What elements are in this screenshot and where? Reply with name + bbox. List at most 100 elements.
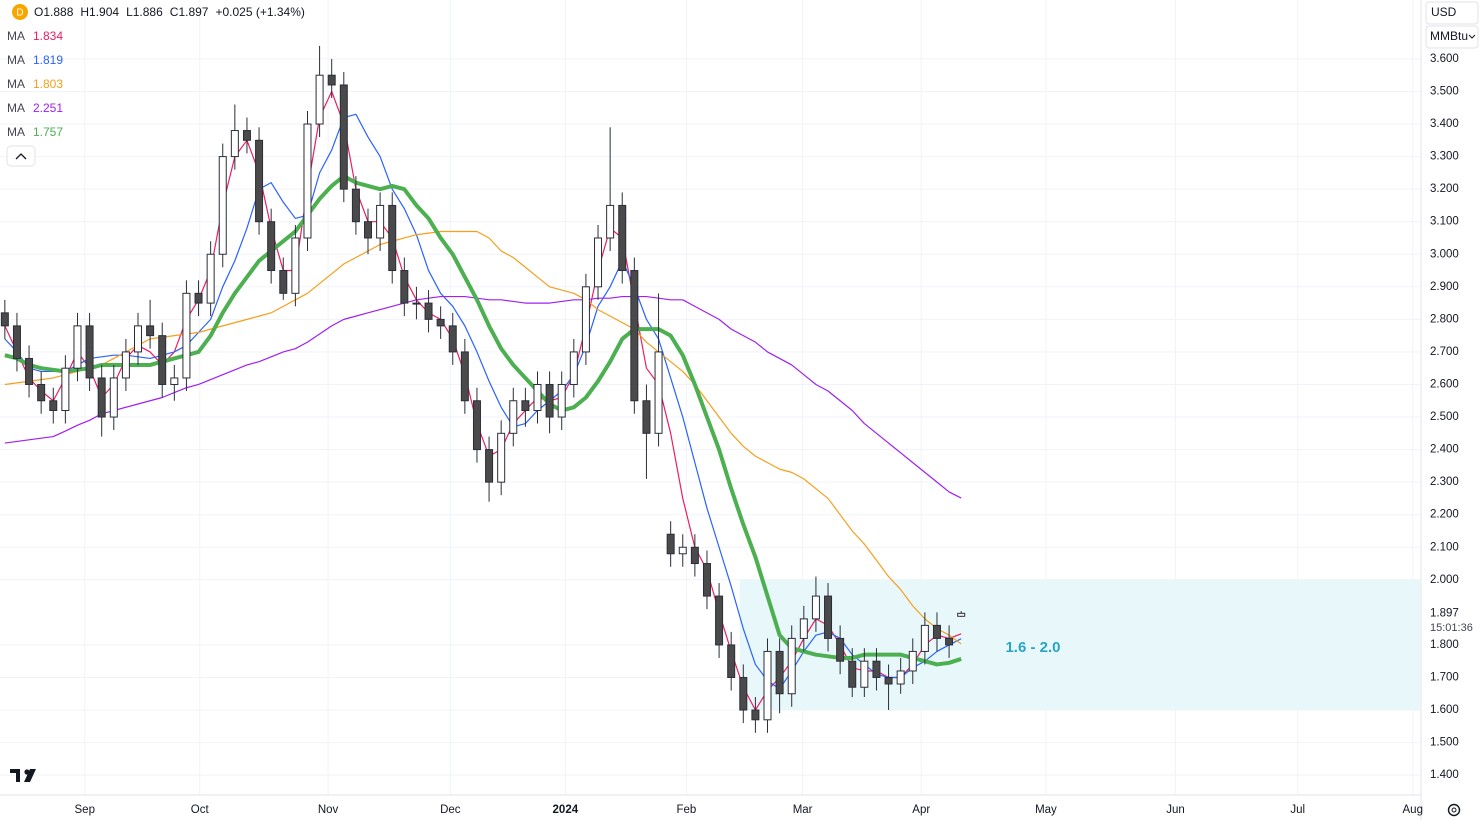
x-tick-label: Oct bbox=[191, 804, 210, 816]
unit-caret bbox=[1468, 34, 1476, 39]
legend-value: 1.834 bbox=[33, 29, 63, 43]
candle-body bbox=[109, 377, 118, 418]
candle-body bbox=[630, 270, 639, 402]
y-tick-label: 1.800 bbox=[1430, 639, 1459, 651]
zone bbox=[739, 579, 1420, 711]
candle-body bbox=[134, 325, 143, 353]
candle-body bbox=[945, 637, 954, 646]
candle-body bbox=[702, 563, 711, 597]
candle-body bbox=[242, 130, 251, 141]
ma-legend: MA 1.834 MA 1.819 MA 1.803 MA 2.251 MA 1.757 bbox=[7, 29, 63, 139]
candle-body bbox=[327, 74, 336, 86]
candle-body bbox=[339, 84, 348, 190]
x-tick-label: Apr bbox=[912, 804, 930, 816]
candle-body bbox=[824, 595, 833, 639]
candle-body bbox=[436, 318, 445, 327]
y-tick-label: 1.400 bbox=[1430, 769, 1459, 781]
candle-body bbox=[739, 676, 748, 711]
candle-body bbox=[618, 204, 627, 272]
currency-button[interactable] bbox=[1425, 1, 1479, 25]
candle-body bbox=[472, 400, 481, 451]
x-tick-label: Dec bbox=[440, 804, 461, 816]
candle-body bbox=[751, 709, 760, 721]
settings-icon-center bbox=[1451, 807, 1457, 813]
y-tick-label: 2.600 bbox=[1430, 379, 1459, 391]
settings-icon[interactable] bbox=[1447, 803, 1461, 817]
legend-name: MA bbox=[7, 29, 25, 43]
interval-badge[interactable] bbox=[12, 4, 28, 20]
candle-body bbox=[715, 595, 724, 646]
legend-value: 2.251 bbox=[33, 101, 63, 115]
candle-body bbox=[569, 351, 578, 385]
y-tick-label: 2.800 bbox=[1430, 313, 1459, 325]
candle-body bbox=[412, 302, 421, 305]
candle-body bbox=[811, 595, 820, 620]
candle-body bbox=[799, 618, 808, 639]
zone-layer: 1.6 - 2.0 bbox=[739, 579, 1420, 711]
interval-label: D bbox=[16, 8, 23, 19]
candle-body bbox=[509, 400, 518, 434]
candle-body bbox=[170, 377, 179, 385]
collapse-button[interactable] bbox=[6, 145, 36, 167]
candle-body bbox=[884, 676, 893, 685]
candle-body bbox=[351, 188, 360, 223]
unit-label: MMBtu bbox=[1430, 29, 1468, 43]
candle-body bbox=[848, 660, 857, 688]
y-tick-label: 3.400 bbox=[1430, 118, 1459, 130]
y-tick-label: 3.000 bbox=[1430, 248, 1459, 260]
candle-body bbox=[727, 644, 736, 678]
candle-body bbox=[775, 650, 784, 695]
candle-body bbox=[666, 533, 675, 555]
candle-body bbox=[267, 221, 276, 272]
candle-body bbox=[303, 123, 312, 239]
candle-body bbox=[690, 546, 699, 565]
y-tick-label: 2.700 bbox=[1430, 346, 1459, 358]
candle-body bbox=[497, 432, 506, 483]
legend-value: 1.803 bbox=[33, 77, 63, 91]
candle-body bbox=[194, 292, 203, 304]
y-tick-label: 3.100 bbox=[1430, 216, 1459, 228]
unit-button[interactable] bbox=[1425, 25, 1479, 49]
candle-body bbox=[73, 325, 82, 369]
legend-name: MA bbox=[7, 77, 25, 91]
candle-body bbox=[279, 270, 288, 294]
candle-body bbox=[642, 400, 651, 434]
candle-body bbox=[860, 660, 869, 688]
y-tick-label: 2.100 bbox=[1430, 541, 1459, 553]
candle-body bbox=[206, 253, 215, 304]
ma-line bbox=[4, 295, 962, 499]
x-tick-label: Jul bbox=[1290, 804, 1305, 816]
candle-body bbox=[61, 367, 70, 412]
ohlc-header: O1.888 H1.904 L1.886 C1.897 +0.025 (+1.34%) bbox=[34, 5, 305, 19]
candle-body bbox=[182, 292, 191, 379]
candle-body bbox=[932, 624, 941, 639]
x-tick-label: Sep bbox=[75, 804, 95, 816]
candle-body bbox=[49, 400, 58, 412]
y-tick-label: 2.000 bbox=[1430, 574, 1459, 586]
candle-body bbox=[448, 325, 457, 353]
y-tick-label: 1.500 bbox=[1430, 737, 1459, 749]
candle-body bbox=[763, 650, 772, 721]
candle-layer bbox=[0, 45, 966, 733]
collapse-icon bbox=[15, 153, 27, 160]
candle-body bbox=[158, 335, 167, 385]
y-tick-label: 2.500 bbox=[1430, 411, 1459, 423]
legend-value: 1.757 bbox=[33, 125, 63, 139]
candle-body bbox=[25, 357, 34, 385]
candle-body bbox=[97, 377, 106, 418]
candle-body bbox=[85, 325, 94, 379]
y-tick-label: 3.200 bbox=[1430, 183, 1459, 195]
candle-body bbox=[376, 204, 385, 239]
candle-body bbox=[485, 449, 494, 483]
candle-body bbox=[146, 325, 155, 337]
legend-name: MA bbox=[7, 53, 25, 67]
candle-body bbox=[364, 221, 373, 239]
candle-body bbox=[606, 204, 615, 239]
candle-body bbox=[896, 670, 905, 685]
candle-body bbox=[836, 637, 845, 662]
x-tick-label: Nov bbox=[318, 804, 339, 816]
candle-body bbox=[654, 351, 663, 434]
candle-body bbox=[872, 660, 881, 678]
